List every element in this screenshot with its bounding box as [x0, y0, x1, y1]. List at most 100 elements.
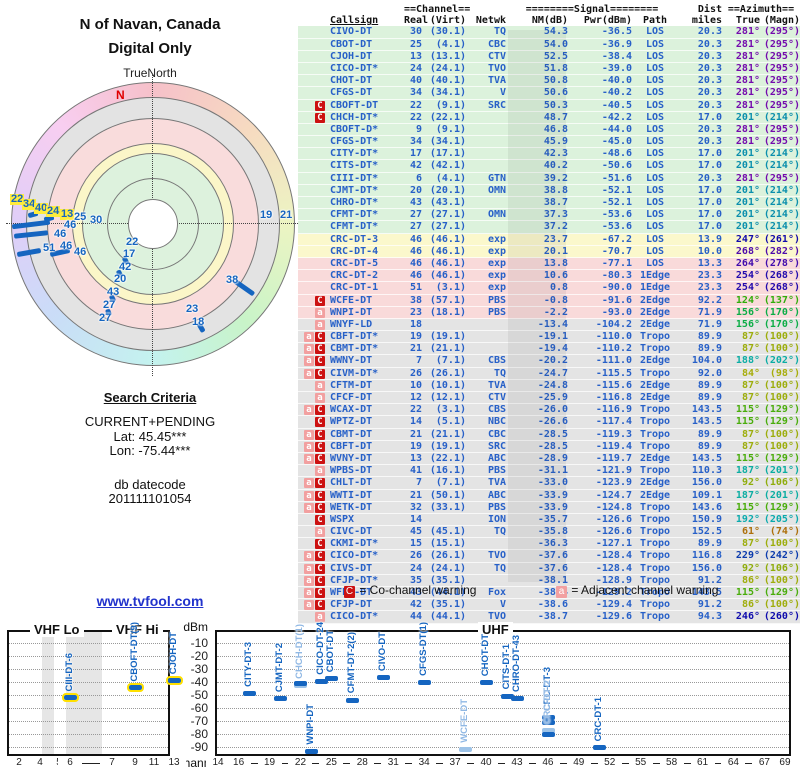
cell-callsign: CITY-DT*: [330, 148, 379, 160]
site-link-wrap: www.tvfool.com: [0, 593, 300, 609]
cell-miles: 17.0: [697, 111, 722, 123]
cell-miles: 150.9: [691, 513, 722, 525]
cell-callsign: CICO-DT*: [330, 550, 379, 562]
radar-channel-label: 46: [74, 246, 87, 258]
dbm-gridline: [217, 669, 789, 670]
cell-az-magn: (129°): [763, 404, 800, 416]
adjacent-channel-warning-icon: a: [315, 319, 325, 330]
cell-virt: (21.1): [429, 343, 466, 355]
col-callsign: Callsign: [330, 15, 379, 27]
cell-virt: (34.1): [429, 136, 466, 148]
cell-nm: -0.8: [543, 294, 568, 306]
cell-az-true: 115°: [735, 452, 760, 464]
channel-tick-label: 2: [7, 757, 31, 768]
cell-pwr: -110.0: [595, 331, 632, 343]
cell-real: 7: [415, 477, 422, 489]
cell-pwr: -116.8: [595, 392, 632, 403]
cell-virt: (7.1): [435, 355, 466, 367]
cell-az-magn: (98°): [769, 367, 800, 379]
cell-miles: 89.9: [697, 343, 722, 355]
cell-az-true: 281°: [735, 87, 760, 99]
adjacent-channel-warning-icon: a: [304, 405, 314, 416]
cell-nm: 13.8: [543, 257, 568, 269]
cell-path: LOS: [645, 62, 665, 74]
row-warnings: C: [298, 112, 328, 123]
cell-real: 15: [409, 538, 422, 550]
table-row: C CKMI-DT* 15 (15.1) -36.3 -127.1 Tropo 89.9 87°…: [298, 538, 800, 551]
cell-real: 34: [409, 136, 422, 148]
cell-nm: -33.0: [537, 477, 568, 489]
cell-netwk: TQ: [493, 562, 506, 574]
table-row: a WNYF-LD 18 -13.4 -104.2 2Edge 71.9 156° (170°): [298, 318, 800, 332]
cell-virt: (13.1): [429, 50, 466, 62]
cell-netwk: TVA: [487, 75, 506, 87]
cell-az-magn: (260°): [763, 611, 800, 623]
cell-az-magn: (278°): [763, 257, 800, 269]
cell-real: 21: [409, 428, 422, 440]
station-label: CFGS-DT(1): [418, 622, 430, 677]
cell-az-true: 156°: [735, 306, 760, 318]
station-label: CHOT-DT: [480, 633, 492, 676]
cell-az-magn: (106°): [763, 562, 800, 574]
cell-az-magn: (201°): [763, 465, 800, 477]
channel-tick-label: 40: [474, 757, 499, 768]
radar-channel-label: 27: [99, 312, 112, 324]
dbm-gridline: [9, 721, 168, 722]
cell-path: LOS: [645, 257, 665, 269]
cell-pwr: -119.4: [595, 440, 632, 452]
cell-miles: 20.3: [697, 172, 722, 184]
co-channel-legend: C = Co-channel warning: [344, 583, 476, 598]
cell-virt: (24.1): [429, 62, 466, 74]
station-signal-bar: [376, 675, 390, 681]
cell-pwr: -111.0: [595, 355, 632, 367]
cell-netwk: CBS: [487, 404, 506, 416]
cell-netwk: CBS: [487, 355, 506, 367]
cell-real: 12: [409, 392, 422, 403]
cell-az-true: 281°: [735, 123, 760, 135]
cell-az-true: 87°: [741, 343, 760, 355]
cell-az-true: 92°: [741, 562, 760, 574]
cell-az-true: 188°: [735, 355, 760, 367]
cell-virt: (10.1): [429, 379, 466, 391]
row-warnings: C: [298, 100, 328, 111]
cell-miles: 91.2: [697, 574, 722, 586]
cell-az-magn: (129°): [763, 587, 800, 598]
table-rows: CIVO-DT 30 (30.1) TQ 54.3 -36.5 LOS 20.3 281° (29…: [298, 26, 800, 624]
cell-pwr: -52.1: [601, 197, 632, 208]
adjacent-channel-warning-icon: a: [315, 612, 325, 623]
cell-real: 20: [409, 184, 422, 196]
adjacent-channel-warning-icon: a: [304, 332, 314, 343]
row-warnings: a: [298, 307, 328, 318]
channel-tick-label: 22: [288, 757, 313, 768]
cell-virt: (20.1): [429, 184, 466, 196]
cell-callsign: WNPI-DT: [330, 306, 373, 318]
cell-az-true: 201°: [735, 184, 760, 196]
co-channel-warning-icon: C: [315, 514, 325, 525]
cell-pwr: -115.6: [595, 379, 632, 391]
cell-callsign: CBOT-DT: [330, 38, 373, 50]
cell-real: 43: [409, 587, 422, 598]
table-row: a CFCF-DT 12 (12.1) CTV -25.9 -116.8 2Edge 89.9 8…: [298, 392, 800, 405]
cell-nm: 39.2: [543, 172, 568, 184]
vhf-hi-band-label: VHF Hi: [112, 622, 163, 637]
tvfool-link[interactable]: www.tvfool.com: [96, 593, 204, 609]
adjacent-channel-warning-icon: a: [304, 588, 314, 598]
cell-real: 25: [409, 38, 422, 50]
station-label: CRC-DT-1: [593, 696, 605, 741]
cell-nm: -38.1: [537, 574, 568, 586]
cell-pwr: -126.6: [595, 526, 632, 538]
cell-real: 18: [409, 318, 422, 330]
cell-az-true: 187°: [735, 465, 760, 477]
radar-channel-label: 30: [90, 214, 103, 226]
cell-real: 30: [409, 26, 422, 38]
row-warnings: [298, 270, 328, 281]
cell-real: 34: [409, 87, 422, 99]
adjacent-channel-legend: a = Adjacent channel warning: [556, 583, 718, 598]
cell-real: 41: [409, 465, 422, 477]
dbm-axis-label: dBm: [183, 620, 208, 634]
cell-az-true: 281°: [735, 99, 760, 111]
table-row: a CIVC-DT 45 (45.1) TQ -35.8 -126.6 Tropo 152.5 6…: [298, 526, 800, 539]
adjacent-channel-warning-icon: a: [304, 575, 314, 586]
vhf-panel: [7, 630, 170, 756]
